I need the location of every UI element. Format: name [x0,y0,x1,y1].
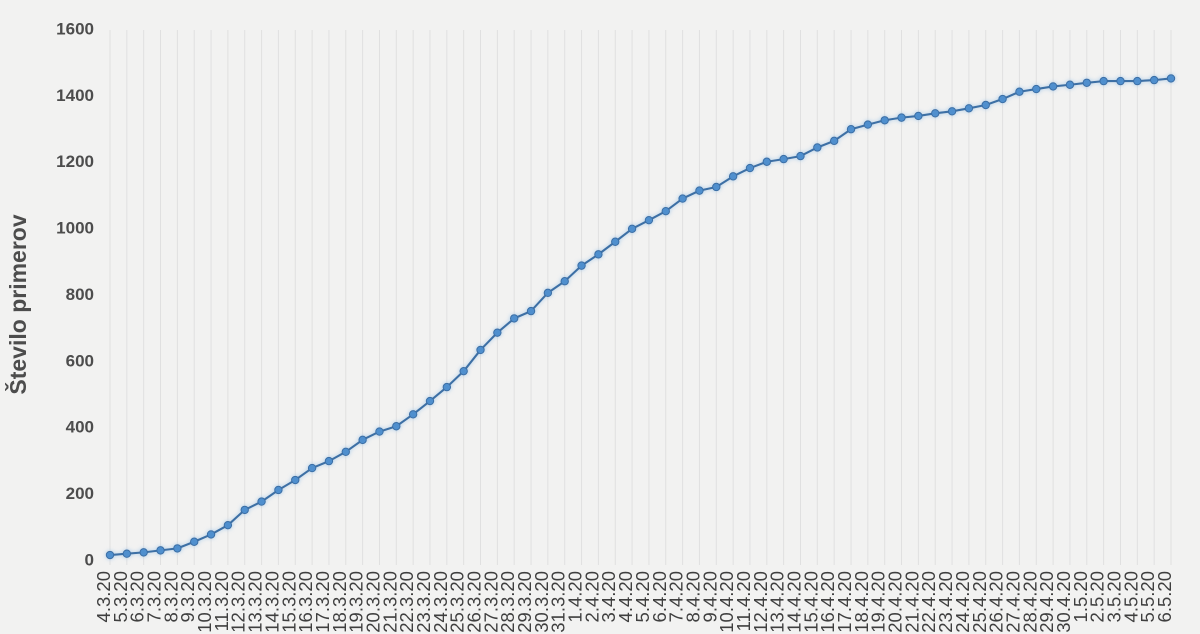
svg-text:1200: 1200 [56,152,94,171]
svg-text:1400: 1400 [56,86,94,105]
svg-text:6.5.20: 6.5.20 [1154,571,1175,622]
svg-text:Število primerov: Število primerov [4,214,31,394]
svg-text:800: 800 [66,285,94,304]
svg-text:200: 200 [66,484,94,503]
svg-text:600: 600 [66,351,94,370]
svg-text:400: 400 [66,418,94,437]
svg-text:1000: 1000 [56,219,94,238]
svg-text:1600: 1600 [56,19,94,38]
svg-text:0: 0 [85,550,94,569]
